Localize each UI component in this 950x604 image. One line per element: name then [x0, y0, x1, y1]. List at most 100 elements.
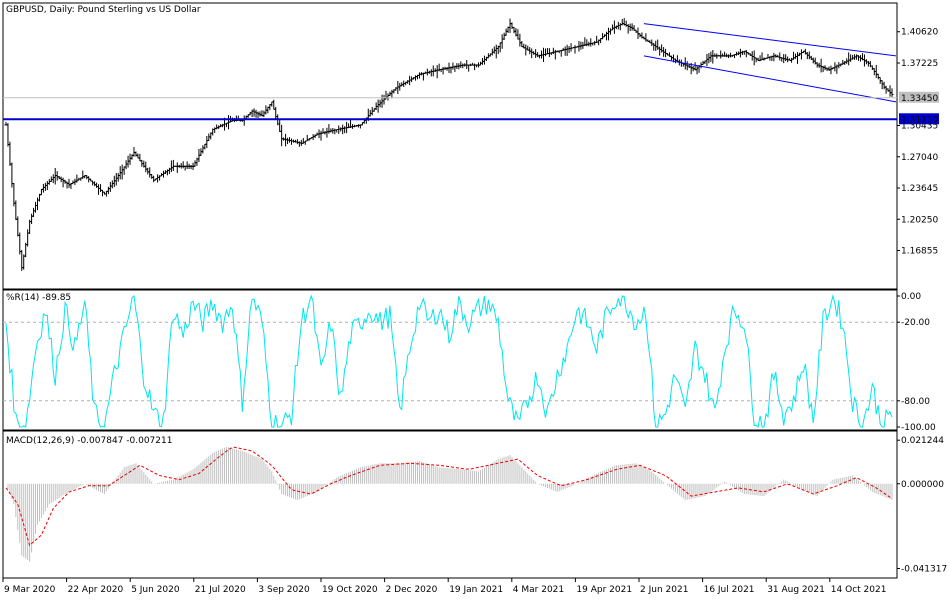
price-bar: [569, 43, 573, 52]
price-bar: [201, 145, 205, 154]
price-bar: [565, 44, 569, 56]
macd-tick-label: 0.000000: [901, 480, 944, 490]
time-tick-label: 19 Oct 2020: [322, 585, 378, 595]
price-bar: [807, 51, 811, 60]
price-bar: [784, 54, 788, 62]
price-bar: [421, 72, 425, 81]
price-bar: [225, 122, 229, 128]
price-bar: [473, 63, 477, 71]
time-tick-label: 2 Jun 2021: [640, 585, 688, 595]
price-bar: [288, 137, 292, 143]
price-bar: [297, 141, 301, 147]
price-bar: [376, 99, 380, 113]
price-bar: [199, 148, 203, 156]
price-bar: [461, 63, 465, 69]
price-bar: [870, 65, 874, 70]
price-bar: [524, 44, 528, 56]
price-bar: [695, 65, 699, 75]
price-bar: [75, 174, 79, 183]
price-bar: [252, 108, 256, 117]
price-bar: [53, 168, 57, 185]
price-bar: [114, 173, 118, 186]
price-bar: [242, 115, 246, 126]
price-bar: [289, 138, 293, 145]
price-bar: [106, 186, 110, 195]
price-bar: [709, 51, 713, 62]
price-bar: [567, 46, 571, 54]
price-pane: GBPUSD, Daily: Pound Sterling vs US Doll…: [2, 2, 898, 290]
time-tick-label: 22 Apr 2020: [68, 585, 124, 595]
price-bar: [857, 55, 861, 61]
time-tick-label: 14 Oct 2021: [831, 585, 887, 595]
macd-pane: MACD(12,26,9) -0.007847 -0.007211 0.0212…: [2, 430, 947, 579]
price-bar: [534, 49, 538, 58]
price-bar: [110, 180, 114, 189]
price-bar: [606, 27, 610, 41]
macd-axis: 0.021244 0.000000 -0.041317: [897, 436, 947, 574]
price-bar: [128, 153, 132, 165]
price-bar: [116, 173, 120, 182]
price-bar: [636, 27, 640, 39]
price-bar: [339, 127, 343, 132]
price-bar: [67, 178, 71, 188]
price-bar: [855, 54, 859, 60]
time-tick-label: 31 Aug 2021: [767, 585, 825, 595]
price-bar: [744, 49, 748, 58]
time-axis: 9 Mar 2020 22 Apr 2020 5 Jun 2020 21 Jul 20…: [2, 578, 887, 595]
price-bar: [760, 52, 764, 61]
price-bar: [829, 65, 833, 75]
time-tick-label: 3 Sep 2020: [258, 585, 310, 595]
price-bar: [150, 174, 154, 179]
price-bar: [630, 23, 634, 31]
williams-r-axis: 0.00 -20.00 -80.00 -100.00: [897, 292, 936, 433]
time-tick-label: 16 Jul 2021: [704, 585, 755, 595]
price-bar: [34, 201, 38, 213]
price-bar: [156, 174, 160, 183]
price-bar: [61, 177, 65, 188]
price-bar: [343, 126, 347, 134]
price-bar: [124, 160, 128, 170]
price-bar: [112, 175, 116, 188]
current-price-tag: 1.33450: [899, 91, 939, 104]
price-bar: [41, 183, 45, 193]
price-bar: [725, 53, 729, 58]
price-bar: [819, 58, 823, 73]
price-bar: [573, 45, 577, 54]
price-bar: [120, 164, 124, 180]
price-bar: [179, 162, 183, 169]
price-bars: [4, 18, 894, 271]
price-tick-label: 1.40620: [901, 28, 938, 38]
williams-r-levels: [3, 321, 897, 402]
price-bar: [319, 130, 323, 141]
price-bar: [532, 51, 536, 55]
price-bar: [16, 216, 20, 237]
price-bar: [658, 46, 662, 56]
price-bar: [660, 44, 664, 53]
price-bar: [459, 61, 463, 68]
price-bar: [750, 51, 754, 61]
williams-r-tick-label: -100.00: [901, 423, 936, 433]
price-bar: [132, 147, 136, 157]
macd-histogram: [7, 446, 893, 562]
price-bar: [396, 80, 400, 95]
support-level-tag: 1.31110: [899, 113, 939, 125]
price-bar: [97, 184, 101, 195]
price-bar: [593, 40, 597, 46]
price-bar: [414, 75, 418, 81]
price-bar: [146, 167, 150, 175]
price-bar: [610, 24, 614, 31]
price-bar: [437, 63, 441, 72]
price-bar: [215, 124, 219, 130]
price-bar: [512, 26, 516, 34]
price-bar: [258, 111, 262, 117]
channel-lower-line: [643, 55, 897, 103]
price-bar: [303, 140, 307, 145]
time-tick-label: 19 Jan 2021: [449, 585, 503, 595]
price-bar: [32, 207, 36, 217]
williams-r-pane-frame: [2, 289, 898, 431]
price-tick-label: 1.23645: [901, 184, 938, 194]
price-bar: [378, 99, 382, 108]
price-bar: [311, 134, 315, 141]
price-bar: [516, 29, 520, 40]
